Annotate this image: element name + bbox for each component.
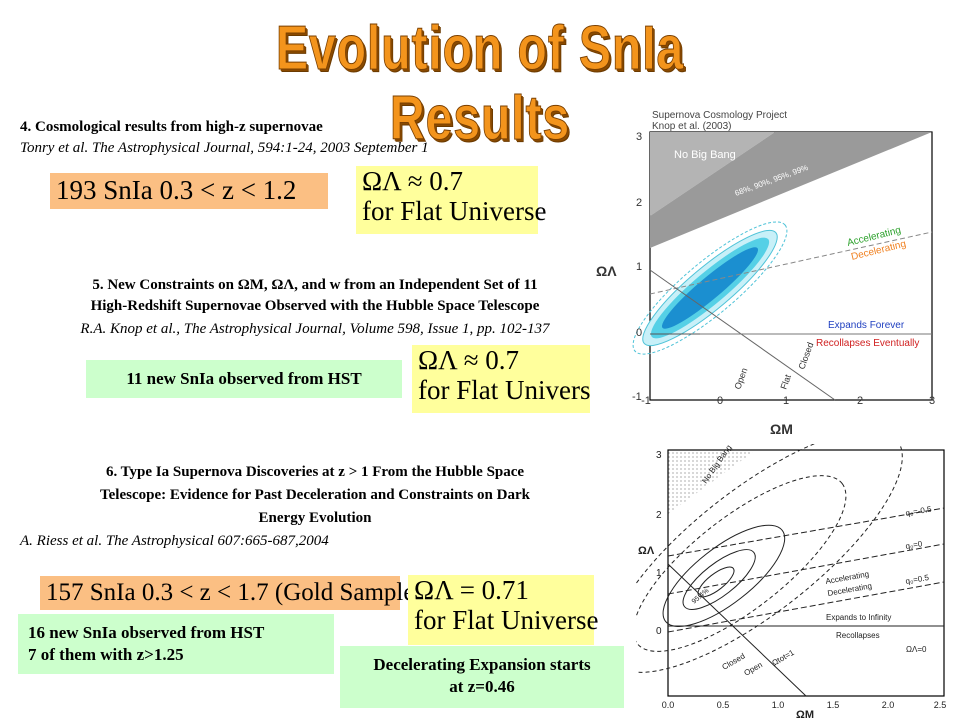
ref6-count-text: 157 SnIa 0.3 < z < 1.7 (Gold Sample) (46, 579, 423, 606)
ref5-omega-text: ΩΛ ≈ 0.7 (418, 345, 520, 375)
contour-riess-4 (636, 475, 847, 652)
ytick-top-2: 2 (636, 197, 642, 209)
xtick-bottom-6: 2.5 (934, 700, 947, 710)
ref5-title-line2: High-Redshift Supernovae Observed with t… (90, 298, 540, 314)
ref6-title-line3: Energy Evolution (258, 510, 372, 526)
ref6-note-line2: 7 of them with z>1.25 (28, 645, 184, 664)
ytick-top-1: 3 (636, 131, 642, 143)
xtick-bottom-4: 1.5 (827, 700, 840, 710)
ytick-top-3: 1 (636, 261, 642, 273)
xtick-top-3: 1 (783, 395, 789, 407)
ref4-authors: Tonry et al. The Astrophysical Journal, … (20, 140, 429, 156)
decel-box: Decelerating Expansion starts at z=0.46 (340, 646, 624, 708)
q-zero-label: q₀=0 (905, 539, 924, 551)
xtick-bottom-1: 0.0 (662, 700, 675, 710)
q-plus-line (667, 581, 945, 633)
ref4-flat-text: for Flat Universe (362, 196, 547, 226)
plot-riess-ylabel: ΩΛ (638, 545, 655, 557)
decel-line2: at z=0.46 (449, 677, 515, 696)
ytick-bottom-1: 3 (656, 450, 662, 461)
ref6-note-box: 16 new SnIa observed from HST 7 of them … (18, 614, 334, 674)
plot-knop-header1: Supernova Cosmology Project (652, 110, 787, 121)
contours-riess (636, 444, 903, 673)
flat-label: Flat (778, 373, 793, 391)
line-accel-decel (649, 231, 933, 295)
xtick-bottom-3: 1.0 (772, 700, 785, 710)
plot-knop: Supernova Cosmology Project Knop et al. … (590, 98, 960, 443)
xtick-bottom-5: 2.0 (882, 700, 895, 710)
omega-lambda-zero-label: ΩΛ=0 (906, 645, 927, 654)
contour-riess-2 (682, 549, 756, 610)
ref6-title-line1: 6. Type Ia Supernova Discoveries at z > … (105, 464, 525, 480)
ref6-flat-text: for Flat Universe (414, 605, 599, 635)
slide-title: Evolution of SnIa Results (275, 14, 685, 154)
xtick-top-1: -1 (641, 395, 651, 407)
xtick-top-2: 0 (717, 395, 723, 407)
ref6-omega-box: ΩΛ = 0.71 for Flat Universe (408, 575, 599, 645)
ref6-title-line2: Telescope: Evidence for Past Deceleratio… (100, 487, 530, 503)
ref5-note-box: 11 new SnIa observed from HST (86, 360, 402, 398)
ref4-omega-box: ΩΛ ≈ 0.7 for Flat Universe (356, 166, 547, 234)
q-zero-line (667, 543, 945, 595)
flat-line (667, 563, 807, 697)
ref5-flat-text: for Flat Universe (418, 375, 603, 405)
plot-riess-frame (667, 449, 945, 697)
xtick-bottom-2: 0.5 (717, 700, 730, 710)
plot-knop-xlabel: ΩM (770, 421, 793, 437)
decel-line1: Decelerating Expansion starts (373, 655, 591, 674)
ytick-bottom-2: 2 (656, 510, 662, 521)
ytick-top-5: -1 (632, 391, 642, 403)
ref5-authors: R.A. Knop et al., The Astrophysical Jour… (80, 321, 550, 337)
contour-99 (632, 221, 788, 355)
ref4-omega-text: ΩΛ ≈ 0.7 (362, 166, 464, 196)
ref6-count-box: 157 SnIa 0.3 < z < 1.7 (Gold Sample) (40, 576, 423, 610)
ytick-top-4: 0 (636, 327, 642, 339)
contour-68 (661, 247, 759, 329)
expands-label-riess: Expands to Infinity (826, 613, 891, 622)
no-big-bang-shade (650, 132, 932, 248)
contour-riess-1 (697, 566, 735, 598)
ref5-title-line1: 5. New Constraints on ΩM, ΩΛ, and w from… (92, 277, 538, 293)
plot-riess: No Big Bang q₀=-0.5 q₀=0 q₀=0.5 Accelera… (636, 444, 960, 720)
q-minus-line (667, 507, 945, 557)
recollapses-label: Recollapses Eventually (816, 338, 919, 349)
ref6-omega-text: ΩΛ = 0.71 (414, 575, 529, 605)
q-plus-label: q₀=0.5 (905, 573, 930, 586)
line-flat (649, 269, 836, 401)
recollapses-label-riess: Recollapses (836, 631, 880, 640)
contour-riess-5 (636, 444, 903, 673)
plot-knop-header2: Knop et al. (2003) (652, 121, 732, 132)
contour-riess-3 (662, 524, 786, 627)
contours-knop (632, 221, 788, 355)
xtick-top-4: 2 (857, 395, 863, 407)
ytick-bottom-4: 0 (656, 626, 662, 637)
ref4-count-text: 193 SnIa 0.3 < z < 1.2 (56, 175, 297, 205)
ref4-count-box: 193 SnIa 0.3 < z < 1.2 (50, 173, 328, 209)
ref5-note-text: 11 new SnIa observed from HST (126, 369, 362, 388)
xtick-top-5: 3 (929, 395, 935, 407)
plot-knop-ylabel: ΩΛ (596, 263, 617, 279)
no-big-bang-label: No Big Bang (674, 149, 736, 161)
no-big-bang-region-riess (668, 450, 756, 514)
ytick-bottom-3: 1 (656, 568, 662, 579)
ref6-authors: A. Riess et al. The Astrophysical 607:66… (20, 533, 329, 549)
plot-riess-xlabel: ΩM (796, 709, 814, 720)
ref6-note-line1: 16 new SnIa observed from HST (28, 623, 265, 642)
expands-forever-label: Expands Forever (828, 320, 905, 331)
ref5-omega-box: ΩΛ ≈ 0.7 for Flat Universe (412, 345, 603, 413)
ref4-title: 4. Cosmological results from high-z supe… (20, 119, 323, 135)
